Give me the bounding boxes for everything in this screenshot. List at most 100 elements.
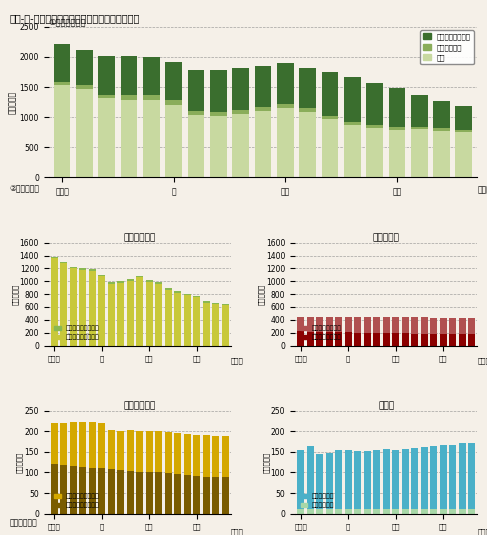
Y-axis label: （百万ｔ）: （百万ｔ） (8, 90, 17, 113)
Bar (174, 293, 182, 346)
Bar (203, 477, 210, 514)
Bar (203, 302, 210, 346)
Bar (187, 116, 205, 178)
Bar (165, 100, 182, 105)
Bar (344, 78, 361, 122)
Text: （年）: （年） (231, 357, 244, 364)
Bar (277, 104, 294, 108)
Bar (299, 108, 316, 112)
Bar (108, 469, 115, 514)
Bar (255, 106, 271, 111)
Bar (98, 95, 115, 98)
Bar (51, 257, 58, 258)
Text: ①資源・製品別: ①資源・製品別 (49, 17, 86, 26)
Y-axis label: （百万ｔ）: （百万ｔ） (17, 452, 23, 473)
Bar (382, 333, 390, 346)
Bar (401, 317, 409, 333)
Bar (335, 509, 342, 514)
Bar (430, 334, 437, 346)
Bar (316, 332, 323, 346)
Bar (187, 70, 205, 111)
Bar (108, 282, 115, 284)
Bar (79, 422, 87, 467)
Bar (458, 334, 466, 346)
Bar (121, 100, 137, 178)
Bar (449, 445, 456, 509)
Bar (354, 333, 361, 346)
Bar (325, 509, 333, 514)
Bar (117, 470, 125, 514)
Bar (392, 509, 399, 514)
Bar (411, 334, 418, 346)
Bar (210, 112, 227, 116)
Bar (98, 468, 106, 514)
Bar (193, 434, 201, 476)
Bar (389, 88, 405, 127)
Bar (184, 475, 191, 514)
Bar (411, 127, 428, 129)
Bar (98, 98, 115, 178)
Bar (433, 128, 450, 131)
Bar (143, 100, 160, 178)
Bar (155, 431, 163, 472)
Bar (98, 276, 106, 346)
Text: （年）: （年） (477, 185, 487, 194)
Bar (255, 66, 271, 106)
Bar (117, 431, 125, 470)
Legend: 化石燃料系　輸入, 化石燃料系　国内: 化石燃料系 輸入, 化石燃料系 国内 (298, 323, 344, 342)
Bar (277, 108, 294, 178)
Bar (392, 450, 399, 509)
Bar (411, 509, 418, 514)
Bar (455, 106, 472, 129)
Text: 図３-２-６　天然資源等の国内採取・輸入別内訳: 図３-２-６ 天然資源等の国内採取・輸入別内訳 (10, 13, 140, 24)
Bar (51, 423, 58, 464)
Bar (232, 68, 249, 110)
Bar (121, 56, 137, 95)
Bar (155, 284, 163, 346)
Bar (321, 116, 338, 119)
Text: （年）: （年） (477, 528, 487, 534)
Bar (411, 448, 418, 509)
Bar (321, 72, 338, 116)
Bar (165, 473, 172, 514)
Bar (222, 477, 229, 514)
Bar (344, 509, 352, 514)
Bar (306, 446, 314, 509)
Bar (325, 317, 333, 332)
Title: 金属系: 金属系 (378, 401, 394, 410)
Bar (401, 449, 409, 509)
Bar (60, 263, 68, 346)
Bar (449, 318, 456, 334)
Bar (146, 280, 153, 282)
Bar (210, 116, 227, 178)
Bar (212, 302, 220, 304)
Bar (354, 451, 361, 509)
Y-axis label: （百万ｔ）: （百万ｔ） (262, 452, 269, 473)
Bar (373, 333, 380, 346)
Bar (433, 131, 450, 178)
Bar (117, 281, 125, 283)
Bar (193, 296, 201, 297)
Bar (373, 450, 380, 509)
Bar (136, 472, 144, 514)
Bar (335, 332, 342, 346)
Bar (401, 509, 409, 514)
Bar (174, 433, 182, 474)
Bar (232, 110, 249, 114)
Bar (363, 333, 371, 346)
Bar (184, 295, 191, 346)
Bar (366, 83, 383, 125)
Bar (354, 317, 361, 333)
Bar (146, 431, 153, 472)
Bar (108, 430, 115, 469)
Bar (344, 317, 352, 332)
Legend: 輸入（天然資源）, 輸入（製品）, 国内: 輸入（天然資源）, 輸入（製品）, 国内 (420, 30, 474, 64)
Bar (222, 304, 229, 305)
Bar (321, 119, 338, 178)
Bar (354, 509, 361, 514)
Legend: バイオマス系　輸入, バイオマス系　国内: バイオマス系 輸入, バイオマス系 国内 (52, 491, 102, 510)
Title: バイオマス系: バイオマス系 (124, 401, 156, 410)
Bar (411, 129, 428, 178)
Bar (174, 474, 182, 514)
Bar (222, 305, 229, 346)
